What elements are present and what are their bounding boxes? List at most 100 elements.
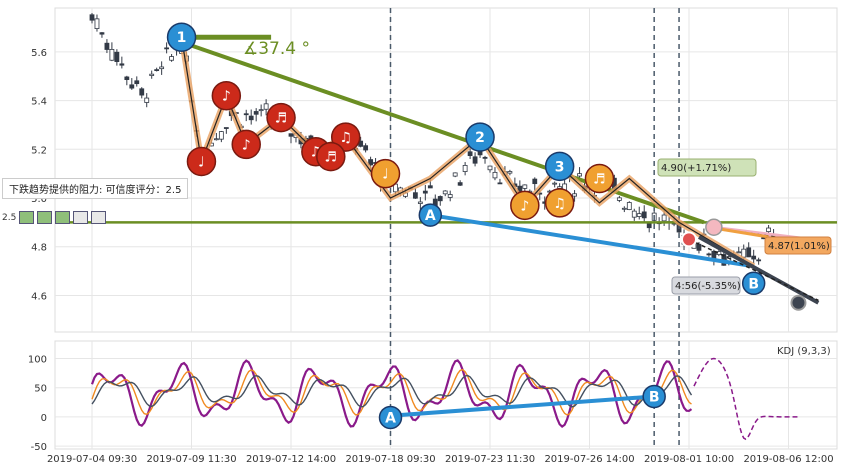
svg-text:4.90(+1.71%): 4.90(+1.71%) <box>661 163 731 174</box>
candle-body <box>154 69 160 72</box>
candle-body <box>472 156 478 164</box>
candle-body <box>457 182 463 186</box>
price-axis: 4.6 4.8 5.0 5.2 5.4 5.6 <box>31 48 47 303</box>
candle-body <box>507 171 513 174</box>
music-note-icon-glyph: ♪ <box>520 198 529 214</box>
music-note-icon-glyph: ♫ <box>339 130 352 146</box>
candle-body <box>462 165 468 172</box>
svg-text:4.87(1.01%): 4.87(1.01%) <box>768 241 830 252</box>
time-tick-label: 2019-07-12 14:00 <box>246 454 336 465</box>
candle-body <box>751 255 757 260</box>
pattern-point-marker <box>544 151 575 182</box>
music-note-icon-bg <box>266 102 296 133</box>
music-note-icon: ♪ <box>231 129 261 160</box>
wave-path <box>180 37 754 267</box>
candle-body <box>552 182 558 185</box>
rating-star-empty-icon <box>91 211 107 224</box>
price-tick-label: 5.4 <box>31 97 47 108</box>
time-tick-label: 2019-07-04 09:30 <box>47 454 137 465</box>
candle-body <box>243 113 249 116</box>
candle-body <box>104 42 110 50</box>
time-tick-label: 2019-07-18 09:30 <box>345 454 435 465</box>
candle-body <box>412 192 418 199</box>
pattern-point-label: 1 <box>177 30 187 46</box>
candle-body <box>532 178 538 185</box>
music-note-icon-glyph: ♫ <box>553 196 566 212</box>
pattern-point-1: 1 <box>166 22 197 52</box>
kdj-point-A: A <box>378 405 403 430</box>
music-note-icon-glyph: ♬ <box>275 111 288 127</box>
kdj-tick-label: -50 <box>31 442 47 453</box>
kdj-point-B: B <box>642 384 666 409</box>
time-axis: 2019-07-04 09:30 2019-07-09 11:30 2019-07-… <box>47 454 834 465</box>
candle-body <box>124 76 130 80</box>
music-note-icon-bg <box>186 146 217 177</box>
candle-body <box>263 103 269 110</box>
candle-body <box>487 165 493 171</box>
pattern-point-marker <box>465 122 495 152</box>
kdj-point-marker <box>642 384 666 409</box>
candle-body <box>626 202 632 211</box>
candle-body <box>218 131 224 140</box>
candle-body <box>159 66 165 70</box>
candle-body <box>169 56 175 61</box>
candle-body <box>109 49 115 61</box>
candle-body <box>427 185 433 189</box>
candle-body <box>746 247 752 258</box>
candle-body <box>621 207 627 210</box>
kdj-tick-label: 50 <box>34 384 47 395</box>
candle-body <box>452 172 458 177</box>
rating-value: 2.5 <box>2 212 17 223</box>
pattern-point-label: B <box>748 276 759 292</box>
time-tick-label: 2019-08-06 12:00 <box>743 454 833 465</box>
candle-body <box>492 171 498 179</box>
kdj-point-marker <box>378 405 403 430</box>
music-note-icon-bg <box>330 122 361 152</box>
time-tick-label: 2019-07-26 14:00 <box>544 454 634 465</box>
candle-body <box>144 97 150 103</box>
price-tick-label: 4.8 <box>31 243 47 254</box>
music-note-icon: ♬ <box>266 102 296 133</box>
music-note-icon: ♩ <box>186 146 217 177</box>
target-marker <box>790 294 807 311</box>
candle-body <box>522 184 528 189</box>
candle-body <box>437 196 443 202</box>
music-note-icon: ♩ <box>370 158 401 189</box>
candle-body <box>706 253 712 256</box>
time-tick-label: 2019-07-09 11:30 <box>146 454 236 465</box>
music-note-icon: ♬ <box>316 141 346 172</box>
music-note-icon-glyph: ♪ <box>242 137 251 153</box>
candle-body <box>736 251 742 254</box>
candle-body <box>213 138 219 141</box>
music-note-icon: ♪ <box>211 80 242 111</box>
pattern-point-marker <box>741 271 766 296</box>
candle-body <box>164 47 170 50</box>
music-note-icon-glyph: ♪ <box>222 89 231 105</box>
candle-body <box>223 127 229 129</box>
candle-body <box>94 18 100 29</box>
target-marker <box>681 231 697 248</box>
candle-body <box>572 193 577 197</box>
candle-body <box>253 111 259 115</box>
music-note-icon-bg <box>510 190 540 221</box>
rating-row: 2.5 <box>2 211 107 224</box>
candle-body <box>114 51 120 62</box>
candle-body <box>368 159 374 166</box>
music-note-icon-bg <box>316 141 346 172</box>
candle-body <box>641 211 647 219</box>
kdj-point-label: B <box>649 389 660 405</box>
music-note-icon-glyph: ♬ <box>593 172 606 188</box>
candle-body <box>631 210 637 218</box>
kdj-panel <box>54 340 838 450</box>
price-tick-label: 5.2 <box>31 145 47 156</box>
pattern-point-2: 2 <box>465 122 495 152</box>
music-note-icon-bg <box>231 129 261 160</box>
pattern-point-marker <box>418 203 443 227</box>
resistance-info: 下跌趋势提供的阻力: 可信度评分：2.5 <box>2 178 189 199</box>
candle-body <box>422 190 428 194</box>
music-note-icon-bg <box>211 80 242 111</box>
music-note-icon: ♫ <box>330 122 361 152</box>
candle-body <box>766 227 771 233</box>
kdj-title: KDJ (9,3,3) <box>777 346 831 357</box>
